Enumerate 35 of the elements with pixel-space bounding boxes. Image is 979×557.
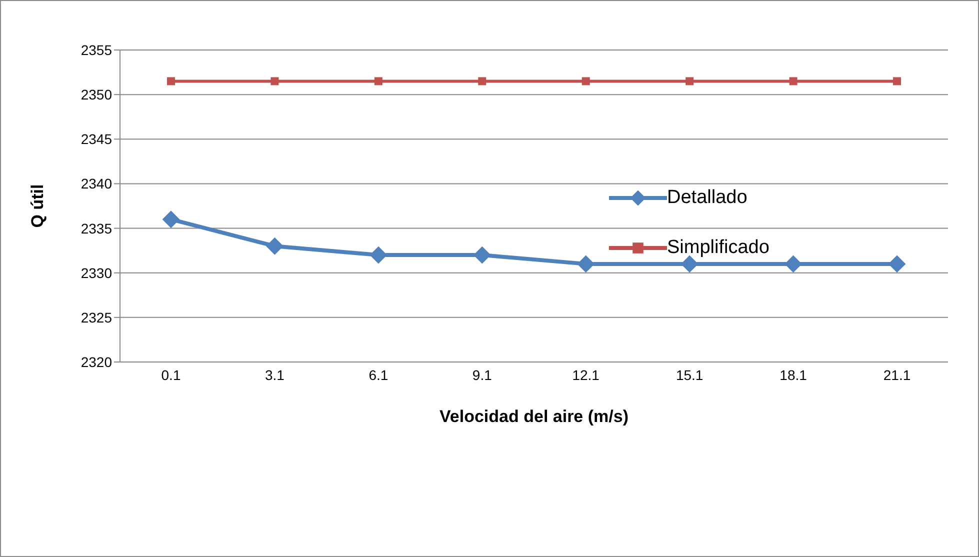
- point: [266, 238, 284, 255]
- point: [478, 77, 486, 86]
- point: [162, 210, 180, 228]
- legend-label: Simplificado: [667, 237, 770, 259]
- point: [370, 246, 387, 264]
- y-tick-label: 2350: [80, 86, 112, 103]
- x-axis-title: Velocidad del aire (m/s): [440, 407, 628, 426]
- point: [686, 77, 694, 86]
- point: [270, 77, 279, 86]
- y-tick-label: 2330: [80, 264, 112, 281]
- x-tick-label: 15.1: [676, 366, 704, 383]
- y-axis-title: Q útil: [28, 184, 48, 228]
- x-tick-label: 6.1: [368, 366, 388, 383]
- x-tick-label: 21.1: [883, 366, 911, 383]
- point: [577, 255, 594, 272]
- point: [893, 77, 901, 86]
- x-tick-label: 3.1: [264, 366, 285, 383]
- point: [888, 255, 906, 272]
- y-tick-label: 2320: [80, 354, 112, 370]
- y-tick-label: 2325: [80, 309, 112, 326]
- legend-label: Detallado: [667, 187, 748, 209]
- point: [784, 255, 802, 272]
- point: [474, 246, 491, 264]
- x-tick-label: 9.1: [472, 366, 492, 383]
- y-tick-label: 2340: [80, 176, 112, 192]
- y-tick-label: 2345: [80, 131, 112, 148]
- point: [582, 77, 590, 86]
- point: [374, 77, 382, 86]
- point: [167, 77, 175, 86]
- x-tick-label: 0.1: [161, 366, 181, 383]
- y-tick-label: 2335: [80, 220, 112, 236]
- x-tick-label: 12.1: [572, 366, 600, 383]
- y-tick-label: 2355: [80, 42, 112, 58]
- point: [789, 77, 798, 86]
- x-tick-label: 18.1: [780, 366, 808, 383]
